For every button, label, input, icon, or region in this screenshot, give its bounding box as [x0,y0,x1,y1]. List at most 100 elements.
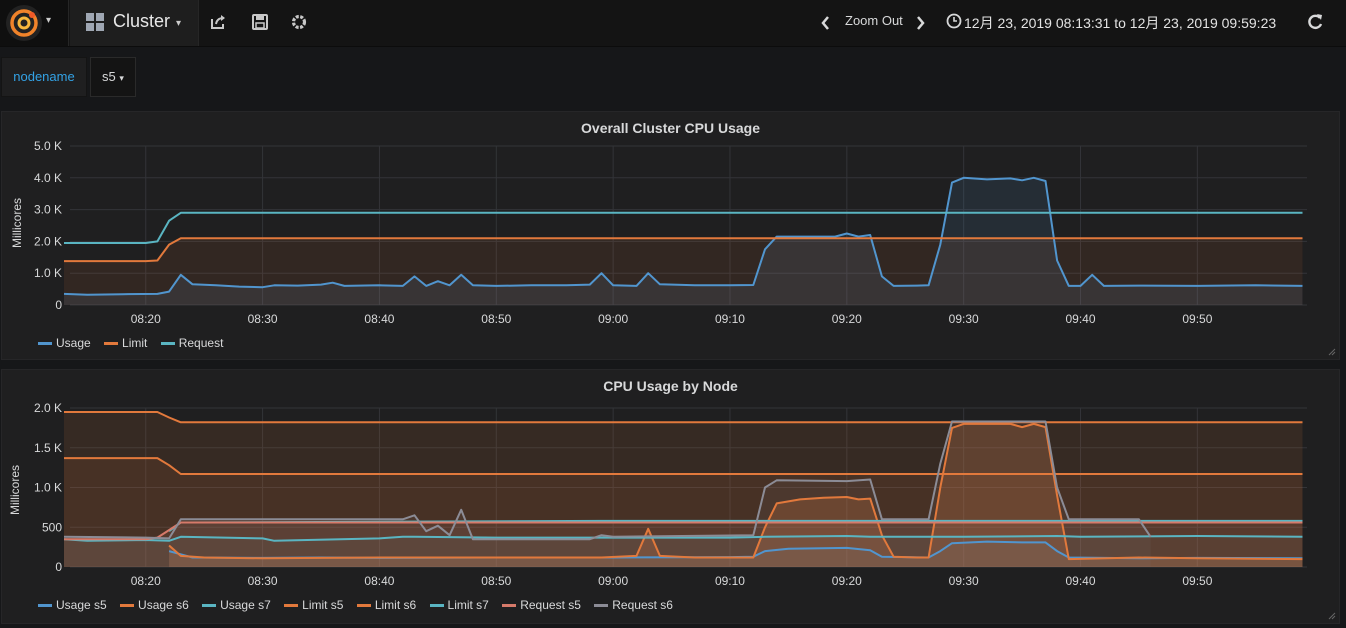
zoom-out-button[interactable]: Zoom Out [845,13,903,28]
chevron-down-icon: ▾ [46,15,52,26]
legend-swatch [594,604,609,608]
chart-overall-cpu[interactable]: 0 1.0 K 2.0 K 3.0 K 4.0 K 5.0 K 08:20 08:30 08:4… [2,112,1339,359]
legend-label: Request [178,336,224,350]
x-tick-label: 08:40 [364,312,394,326]
resize-handle-icon[interactable] [1328,612,1336,620]
legend-swatch [356,604,371,608]
x-tick-label: 09:20 [832,312,862,326]
y-tick-label: 1.0 K [34,266,62,280]
legend-label: Request s6 [612,598,673,612]
legend-swatch [202,604,217,608]
x-tick-label: 09:20 [832,574,862,588]
panel-title[interactable]: Overall Cluster CPU Usage [581,120,760,136]
x-tick-label: 09:30 [949,312,979,326]
x-tick-label: 08:20 [131,312,161,326]
grafana-logo-icon [6,5,42,41]
gear-icon[interactable] [289,12,309,32]
x-tick-label: 09:10 [715,312,745,326]
y-tick-label: 1.0 K [34,481,62,495]
x-tick-label: 09:30 [949,574,979,588]
series-line-request-s6 [63,420,1152,541]
chevron-left-icon[interactable] [818,13,832,33]
x-tick-label: 08:30 [248,312,278,326]
x-tick-label: 09:40 [1065,574,1095,588]
legend-label: Usage [56,336,91,350]
area-limit-s5 [63,411,1303,567]
area-request-s5 [63,522,1303,567]
grafana-menu-button[interactable]: ▾ [0,0,69,46]
chevron-down-icon: ▾ [176,18,182,29]
area-limit [63,238,1303,305]
panel-title[interactable]: CPU Usage by Node [603,378,738,394]
legend-swatch [284,604,299,608]
y-tick-label: 4.0 K [34,171,62,185]
area-limit-s6 [63,458,1303,567]
chevron-right-icon[interactable] [914,13,928,33]
legend-label: Limit s6 [374,598,417,612]
legend-item-usage[interactable]: Usage [38,336,91,350]
time-range-picker[interactable]: 12月 23, 2019 08:13:31 to 12月 23, 2019 09… [964,15,1277,31]
y-tick-label: 1.5 K [34,441,62,455]
top-navbar: ▾ Cluster ▾ Zoom Out 12月 23, 2019 08:13:… [0,0,1346,47]
x-tick-label: 08:50 [481,574,511,588]
variable-select-nodename[interactable]: s5 ▾ [90,57,136,97]
y-tick-label: 3.0 K [34,203,62,217]
chart-cpu-by-node[interactable]: 0 500 1.0 K 1.5 K 2.0 K 08:20 08:30 08:40 08:50 0… [2,370,1339,623]
legend-item-usage-s7[interactable]: Usage s7 [202,598,271,612]
legend: Usage s5 Usage s6 Usage s7 Limit s5 Limi… [38,598,683,612]
series-line-limit-s6 [64,457,1303,475]
y-tick-label: 2.0 K [34,234,62,248]
x-tick-label: 09:10 [715,574,745,588]
legend-label: Limit s5 [302,598,344,612]
legend-item-usage-s5[interactable]: Usage s5 [38,598,107,612]
legend-swatch [104,342,119,346]
legend-swatch [38,342,52,346]
x-tick-label: 09:00 [598,312,628,326]
x-tick-label: 08:30 [248,574,278,588]
clock-icon [946,13,962,29]
series-line-usage-s7 [63,535,1303,542]
legend-swatch [120,604,135,608]
area-request-s6 [63,421,1151,567]
dashboard-picker[interactable]: Cluster ▾ [70,0,199,46]
variable-value: s5 [102,69,116,84]
share-icon[interactable] [208,12,228,32]
x-tick-label: 08:50 [481,312,511,326]
y-tick-label: 5.0 K [34,139,62,153]
series-line-request [64,211,1303,244]
panel-cpu-by-node: CPU Usage by Node Millicores 0 500 1.0 K 1.… [1,369,1340,624]
x-tick-label: 09:50 [1182,312,1212,326]
y-tick-label: 0 [55,560,62,574]
legend-swatch [429,604,444,608]
save-icon[interactable] [250,12,270,32]
legend-swatch [38,604,52,608]
legend-item-request-s5[interactable]: Request s5 [502,598,581,612]
area-usage-s6 [169,423,1303,567]
dashboard-grid-icon [86,13,104,31]
legend-label: Usage s5 [56,598,107,612]
series-line-usage [63,176,1303,296]
legend-label: Limit s7 [447,598,489,612]
x-tick-label: 08:40 [364,574,394,588]
x-tick-label: 09:40 [1065,312,1095,326]
area-usage [63,177,1303,305]
legend-swatch [160,342,175,346]
legend-item-limit-s6[interactable]: Limit s6 [356,598,417,612]
panel-overall-cpu: Overall Cluster CPU Usage Millicores 0 1.… [1,111,1340,360]
resize-handle-icon[interactable] [1328,348,1336,356]
y-tick-label: 500 [42,520,62,534]
legend-item-request[interactable]: Request [160,336,224,350]
legend-label: Request s5 [520,598,581,612]
dashboard-title: Cluster [113,11,171,31]
legend-item-request-s6[interactable]: Request s6 [594,598,673,612]
series-line-limit [64,237,1303,263]
refresh-icon[interactable] [1305,12,1325,32]
legend-item-limit[interactable]: Limit [104,336,147,350]
y-tick-label: 2.0 K [34,401,62,415]
legend: Usage Limit Request [38,336,233,350]
series-line-usage-s6 [168,422,1303,561]
legend-item-limit-s5[interactable]: Limit s5 [284,598,343,612]
area-usage-s5 [169,541,1303,567]
legend-item-limit-s7[interactable]: Limit s7 [429,598,489,612]
legend-item-usage-s6[interactable]: Usage s6 [120,598,189,612]
